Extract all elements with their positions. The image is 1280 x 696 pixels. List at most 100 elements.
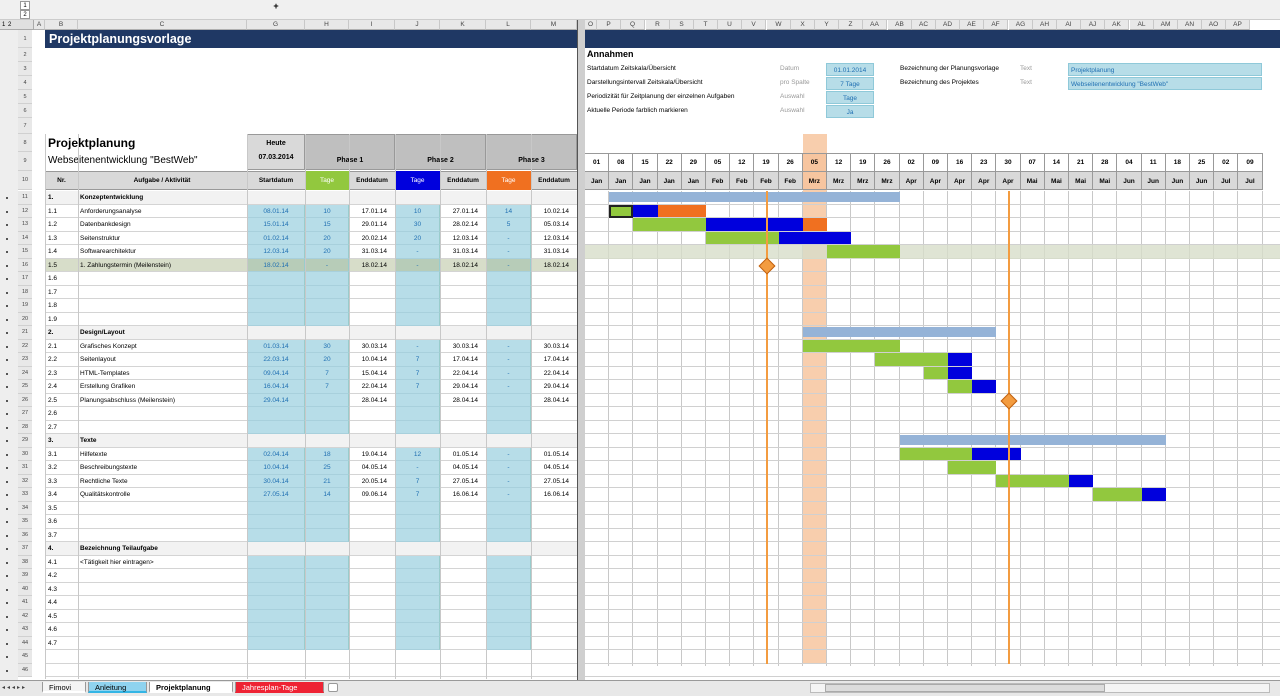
input-cell[interactable] (305, 393, 349, 407)
row-level-2-button[interactable]: 2 (8, 22, 12, 28)
sheet-tab-fimovi[interactable]: Fimovi (42, 682, 86, 693)
input-cell[interactable] (395, 299, 440, 313)
row-header[interactable]: 38 (18, 555, 32, 569)
input-cell[interactable] (395, 204, 440, 218)
input-cell[interactable] (305, 636, 349, 650)
assumption-value-field[interactable]: Webseitenentwicklung "BestWeb" (1068, 77, 1262, 90)
phase1-days[interactable]: 25 (323, 464, 331, 471)
gantt-bar-phase1[interactable] (609, 204, 634, 217)
input-cell[interactable] (486, 596, 531, 610)
phase3-days[interactable]: - (507, 477, 510, 485)
input-cell[interactable] (247, 447, 305, 461)
row-header[interactable]: 29 (18, 434, 32, 448)
row-header[interactable]: 43 (18, 623, 32, 637)
input-cell[interactable] (395, 501, 440, 515)
column-header[interactable]: A (34, 20, 45, 30)
input-cell[interactable] (305, 582, 349, 596)
phase1-days[interactable]: 21 (323, 477, 331, 485)
input-cell[interactable] (305, 515, 349, 529)
gantt-bar-phase1[interactable] (802, 339, 900, 352)
start-date[interactable]: 30.04.14 (263, 477, 289, 485)
column-header[interactable]: Z (839, 20, 863, 30)
row-header[interactable]: 31 (18, 461, 32, 475)
column-header[interactable]: K (440, 20, 486, 30)
column-header[interactable]: V (742, 20, 766, 30)
row-header[interactable]: 30 (18, 447, 32, 461)
start-date[interactable]: 01.02.14 (263, 234, 289, 242)
row-header[interactable]: 39 (18, 569, 32, 583)
gantt-bar-phase1[interactable] (948, 461, 997, 474)
phase1-days[interactable]: 20 (323, 248, 331, 255)
input-cell[interactable] (395, 582, 440, 596)
column-header[interactable]: X (791, 20, 815, 30)
input-cell[interactable] (305, 285, 349, 299)
start-date[interactable]: 09.04.14 (263, 369, 289, 377)
phase2-days[interactable]: - (416, 464, 419, 471)
input-cell[interactable] (395, 339, 440, 353)
input-cell[interactable] (395, 366, 440, 380)
input-cell[interactable] (247, 555, 305, 569)
input-cell[interactable] (395, 596, 440, 610)
column-header[interactable]: AF (984, 20, 1008, 30)
task-name[interactable]: Design/Layout (80, 329, 125, 336)
gantt-bar-phase1[interactable] (633, 218, 706, 231)
row-header[interactable]: 13 (18, 218, 32, 232)
row-header[interactable]: 19 (18, 299, 32, 313)
column-level-1-button[interactable]: 1 (20, 1, 30, 10)
input-cell[interactable] (395, 474, 440, 488)
input-cell[interactable] (395, 528, 440, 542)
phase2-days[interactable]: - (416, 261, 419, 269)
row-header[interactable]: 22 (18, 339, 32, 353)
row-header[interactable]: 9 (18, 152, 32, 171)
input-cell[interactable] (486, 258, 531, 272)
column-header[interactable]: G (247, 20, 305, 30)
sheet-tab-jahresplan-tage[interactable]: Jahresplan-Tage (235, 682, 324, 693)
input-cell[interactable] (486, 569, 531, 583)
input-cell[interactable] (395, 555, 440, 569)
phase3-days[interactable]: - (507, 261, 510, 269)
input-cell[interactable] (395, 447, 440, 461)
gantt-bar-summary[interactable] (899, 435, 1166, 445)
column-header[interactable]: AM (1154, 20, 1178, 30)
column-header[interactable]: R (646, 20, 670, 30)
row-header[interactable]: 18 (18, 285, 32, 299)
input-cell[interactable] (247, 339, 305, 353)
row-header[interactable]: 12 (18, 204, 32, 218)
column-header[interactable]: M (531, 20, 577, 30)
gantt-bar-phase1[interactable] (923, 366, 948, 379)
input-cell[interactable] (486, 339, 531, 353)
input-cell[interactable] (305, 501, 349, 515)
input-cell[interactable] (395, 623, 440, 637)
column-header[interactable]: AH (1033, 20, 1057, 30)
phase2-days[interactable]: 7 (415, 369, 420, 377)
gantt-bar-phase1[interactable] (827, 245, 900, 258)
input-cell[interactable] (305, 528, 349, 542)
row-header[interactable]: 14 (18, 231, 32, 245)
task-name[interactable]: Bezeichnung Teilaufgabe (80, 545, 158, 552)
task-name[interactable]: Konzeptentwicklung (80, 194, 144, 201)
input-cell[interactable] (247, 204, 305, 218)
start-date[interactable]: 15.01.14 (263, 221, 289, 228)
phase2-days[interactable]: - (416, 248, 419, 255)
phase1-days[interactable]: 14 (323, 491, 331, 498)
task-name[interactable]: Grafisches Konzept (80, 342, 137, 350)
task-name[interactable]: Seitenstruktur (80, 234, 121, 242)
assumption-value-field[interactable]: Tage (826, 91, 874, 104)
input-cell[interactable] (486, 501, 531, 515)
input-cell[interactable] (486, 447, 531, 461)
input-cell[interactable] (247, 569, 305, 583)
phase2-days[interactable]: 20 (413, 234, 422, 242)
start-date[interactable]: 16.04.14 (263, 383, 289, 390)
task-name[interactable]: Softwarearchitektur (80, 248, 136, 255)
phase1-days[interactable]: 20 (323, 356, 331, 363)
input-cell[interactable] (247, 488, 305, 502)
phase3-days[interactable]: - (507, 234, 510, 242)
phase3-days[interactable]: - (507, 464, 510, 471)
input-cell[interactable] (395, 407, 440, 421)
start-date[interactable]: 22.03.14 (263, 356, 289, 363)
column-header[interactable]: H (305, 20, 349, 30)
phase3-days[interactable]: - (507, 342, 510, 350)
phase2-days[interactable]: 7 (415, 477, 420, 485)
row-header[interactable]: 42 (18, 609, 32, 623)
input-cell[interactable] (247, 312, 305, 326)
